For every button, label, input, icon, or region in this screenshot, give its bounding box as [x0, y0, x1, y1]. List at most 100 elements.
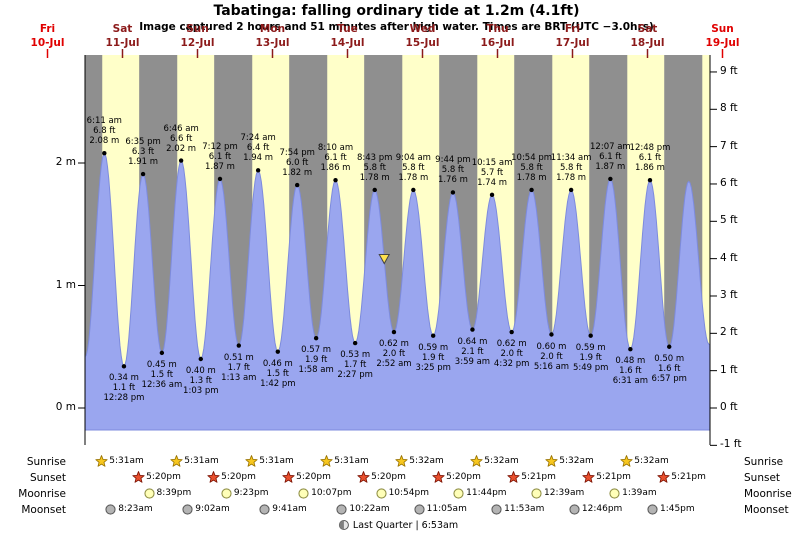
tide-event-dot: [509, 329, 514, 335]
moonrise-time: 10:07pm: [311, 488, 352, 498]
moonset-icon: [181, 503, 194, 516]
tide-label-line: 0.50 m: [654, 353, 685, 364]
tide-label-line: 8:10 am: [317, 143, 354, 154]
tide-label-line: 1.94 m: [243, 153, 274, 164]
sunset-time: 5:20pm: [296, 472, 331, 482]
moonrise-time: 12:39am: [544, 488, 585, 498]
high-tide-label: 11:34 am 5.8 ft 1.78 m: [551, 153, 592, 183]
y-axis-feet-label: 1 ft: [720, 363, 738, 376]
tide-label-line: 5:49 pm: [572, 362, 609, 373]
moonset-entry: 11:05am: [413, 503, 467, 516]
tide-label-line: 5.8 ft: [363, 162, 386, 173]
tide-label-line: 12:36 am: [141, 379, 183, 390]
moonrise-icon: [608, 487, 621, 500]
tide-event-dot: [275, 349, 281, 354]
tide-label-line: 0.62 m: [496, 339, 527, 350]
sunrise-entry: 5:31am: [95, 455, 144, 468]
tide-label-line: 1.82 m: [282, 168, 313, 179]
moonset-time: 9:41am: [272, 504, 307, 514]
tide-event-dot: [450, 190, 456, 195]
moonrise-entry: 9:23pm: [220, 487, 269, 500]
sunset-icon: [282, 471, 295, 484]
chart-title: Tabatinga: falling ordinary tide at 1.2m…: [213, 3, 580, 19]
tide-label-line: 0.62 m: [378, 339, 409, 350]
tide-event-dot: [391, 329, 397, 335]
moonset-entry: 12:46pm: [568, 503, 622, 516]
moonset-time: 11:05am: [426, 504, 467, 514]
sunset-entry: 5:21pm: [582, 471, 631, 484]
tide-label-line: 1.9 ft: [421, 352, 445, 363]
tide-label-line: 2.02 m: [166, 143, 197, 154]
day-label: Sat 18-Jul: [631, 22, 665, 50]
day-name: Tue: [337, 23, 358, 35]
tide-label-line: 1.9 ft: [579, 352, 602, 363]
tide-label-line: 0.51 m: [223, 352, 254, 363]
high-tide-label: 9:04 am 5.8 ft 1.78 m: [396, 153, 431, 183]
tide-label-line: 1.6 ft: [658, 363, 681, 374]
tide-label-line: 12:28 pm: [103, 393, 145, 404]
tide-label-line: 9:04 am: [395, 152, 431, 163]
high-tide-label: 7:24 am 6.4 ft 1.94 m: [240, 133, 275, 163]
tide-label-line: 0.60 m: [536, 341, 567, 352]
sunset-time: 5:20pm: [146, 472, 181, 482]
tide-event-dot: [430, 333, 436, 338]
tide-label-line: 1.78 m: [556, 172, 587, 183]
moonset-time: 8:23am: [118, 504, 153, 514]
tide-label-line: 0.34 m: [108, 373, 139, 384]
day-date: 17-Jul: [555, 37, 590, 49]
tide-event-dot: [255, 168, 261, 173]
day-name: Sun: [711, 23, 734, 35]
low-tide-label: 0.50 m 1.6 ft 6:57 pm: [651, 354, 686, 384]
sunset-entry: 5:20pm: [357, 471, 406, 484]
sunset-row-label: Sunset: [29, 472, 66, 484]
tide-label-line: 7:54 pm: [279, 148, 315, 159]
moonset-row-label: Moonset: [21, 504, 66, 516]
sunset-icon: [132, 471, 145, 484]
tide-label-line: 5.8 ft: [559, 162, 583, 173]
tide-event-dot: [313, 335, 319, 341]
y-axis-feet-label: 2 ft: [720, 326, 738, 339]
moonset-entry: 9:41am: [258, 503, 307, 516]
moonset-icon: [490, 503, 503, 516]
y-axis-feet-label: -1 ft: [720, 438, 742, 451]
tide-label-line: 12:48 pm: [629, 143, 671, 154]
tide-label-line: 3:59 am: [454, 356, 491, 367]
low-tide-label: 0.40 m 1.3 ft 1:03 pm: [183, 366, 218, 396]
tide-label-line: 1.7 ft: [343, 360, 367, 371]
tide-event-dot: [352, 340, 358, 346]
moonrise-time: 8:39pm: [156, 488, 192, 498]
sunrise-entry: 5:32am: [470, 455, 519, 468]
tide-label-line: 6.1 ft: [638, 153, 662, 164]
sunset-icon: [357, 471, 370, 484]
tide-label-line: 6:35 pm: [125, 137, 161, 148]
day-label: Fri 17-Jul: [556, 22, 590, 50]
sunset-entry: 5:21pm: [657, 471, 706, 484]
tide-event-dot: [529, 187, 534, 193]
tide-label-line: 2:52 am: [376, 359, 412, 370]
tide-label-line: 1.3 ft: [189, 376, 212, 386]
moonrise-entry: 1:39am: [608, 487, 657, 500]
tide-label-line: 1.9 ft: [304, 355, 328, 366]
tide-label-line: 7:24 am: [240, 133, 276, 144]
day-name: Thu: [486, 23, 509, 35]
tide-label-line: 1.86 m: [320, 163, 351, 174]
tide-label-line: 1:03 pm: [183, 386, 219, 396]
day-name: Wed: [409, 23, 436, 35]
moonrise-icon: [452, 487, 465, 500]
tide-event-dot: [178, 158, 184, 163]
sunrise-icon: [245, 455, 258, 468]
moonrise-entry: 8:39pm: [143, 487, 192, 500]
y-axis-feet-label: 9 ft: [720, 64, 738, 77]
high-tide-label: 6:46 am 6.6 ft 2.02 m: [164, 124, 199, 154]
low-tide-label: 0.51 m 1.7 ft 1:13 am: [221, 353, 256, 383]
sunrise-time: 5:32am: [634, 456, 669, 466]
tide-label-line: 6.1 ft: [324, 153, 347, 164]
moonset-time: 11:53am: [504, 504, 545, 514]
y-axis-feet-label: 4 ft: [720, 251, 738, 264]
tide-label-line: 11:34 am: [550, 152, 592, 163]
y-axis-meters-label: 0 m: [55, 401, 76, 413]
sunset-time: 5:21pm: [596, 472, 631, 482]
moonset-time: 12:46pm: [581, 504, 623, 514]
